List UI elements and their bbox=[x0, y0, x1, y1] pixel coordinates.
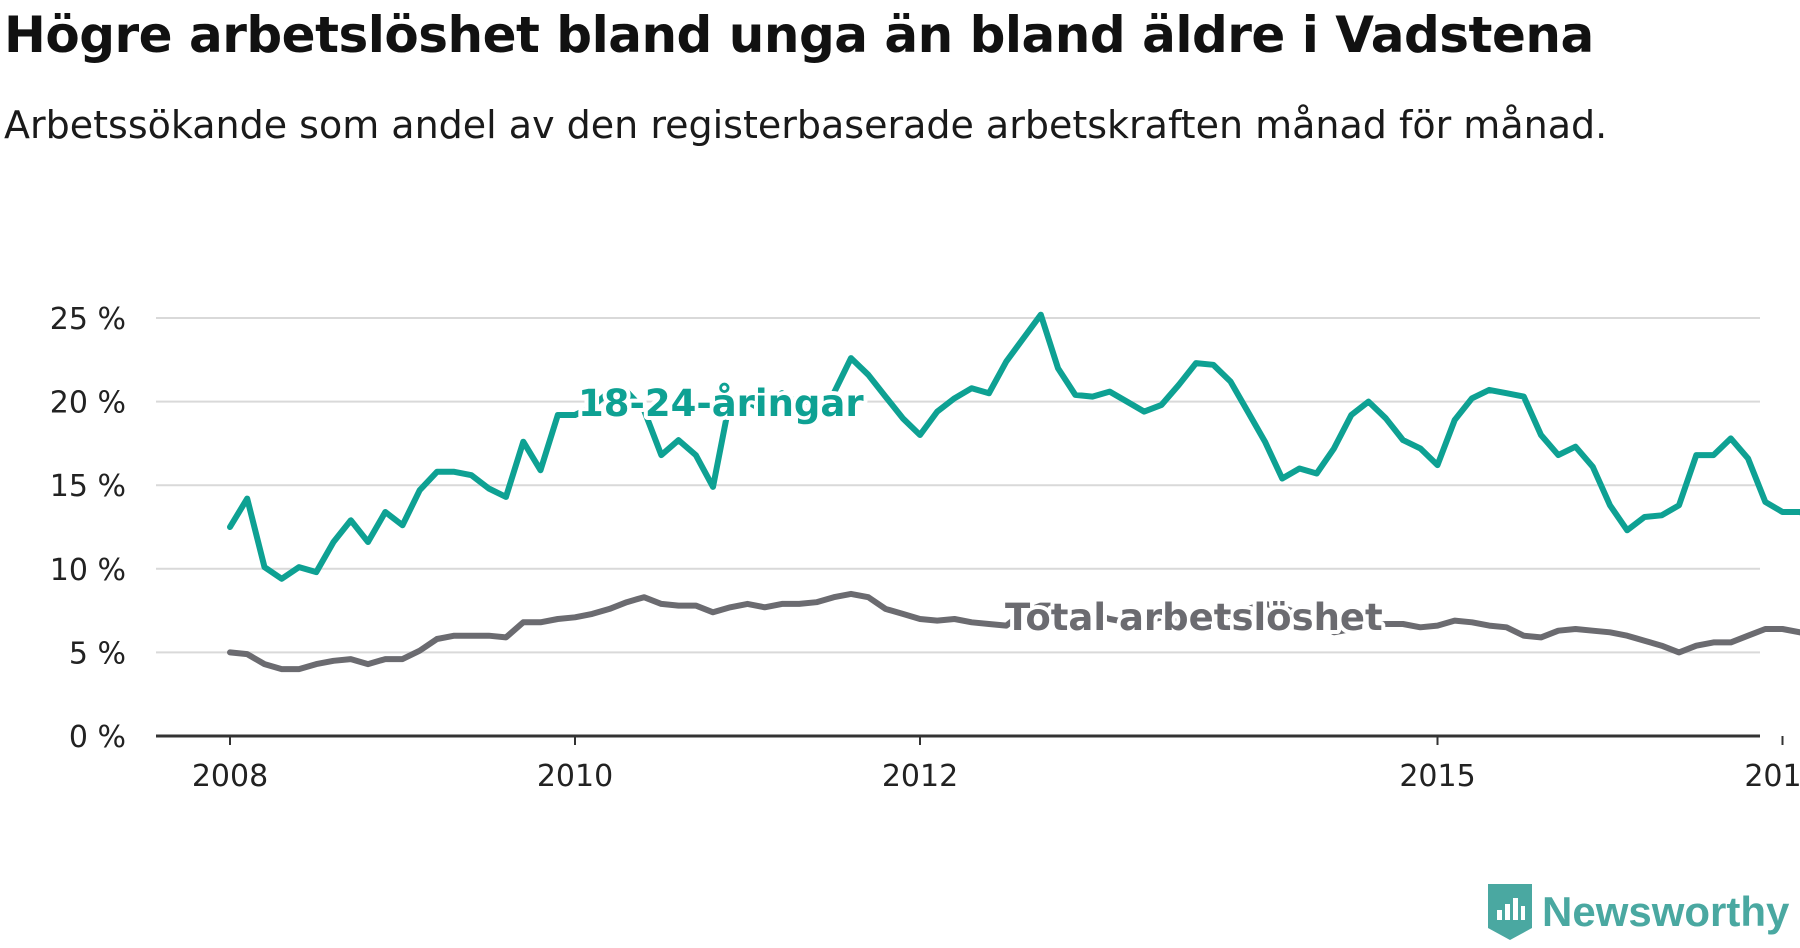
series-lines bbox=[227, 311, 1800, 673]
newsworthy-brand: Newsworthy bbox=[1488, 884, 1789, 940]
series-label-total: Total arbetslöshet bbox=[1005, 596, 1383, 639]
series-line-total bbox=[227, 590, 1800, 673]
y-tick-label: 0 % bbox=[69, 720, 126, 755]
y-tick-label: 25 % bbox=[50, 302, 126, 337]
x-tick-label: 2008 bbox=[192, 759, 268, 794]
x-axis-ticks: 20082010201220152017202020222024 bbox=[192, 736, 1800, 794]
series-line-18-24 bbox=[227, 311, 1800, 582]
brand-name: Newsworthy bbox=[1542, 888, 1790, 935]
y-axis-ticks: 0 % 5 % 10 % 15 % 20 % 25 % bbox=[50, 302, 126, 755]
chart-subtitle: Arbetssökande som andel av den registerb… bbox=[4, 103, 1608, 147]
x-tick-label: 2017 bbox=[1744, 759, 1800, 794]
series-label-18-24: 18-24-åringar bbox=[578, 382, 864, 425]
newsworthy-logo-icon bbox=[1488, 884, 1532, 940]
x-tick-label: 2015 bbox=[1399, 759, 1475, 794]
gridlines bbox=[156, 317, 1760, 738]
x-tick-label: 2012 bbox=[882, 759, 958, 794]
y-tick-label: 5 % bbox=[69, 636, 126, 671]
chart-title: Högre arbetslöshet bland unga än bland ä… bbox=[4, 6, 1594, 64]
y-tick-label: 10 % bbox=[50, 553, 126, 588]
y-tick-label: 20 % bbox=[50, 386, 126, 421]
y-tick-label: 15 % bbox=[50, 469, 126, 504]
x-tick-label: 2010 bbox=[537, 759, 613, 794]
